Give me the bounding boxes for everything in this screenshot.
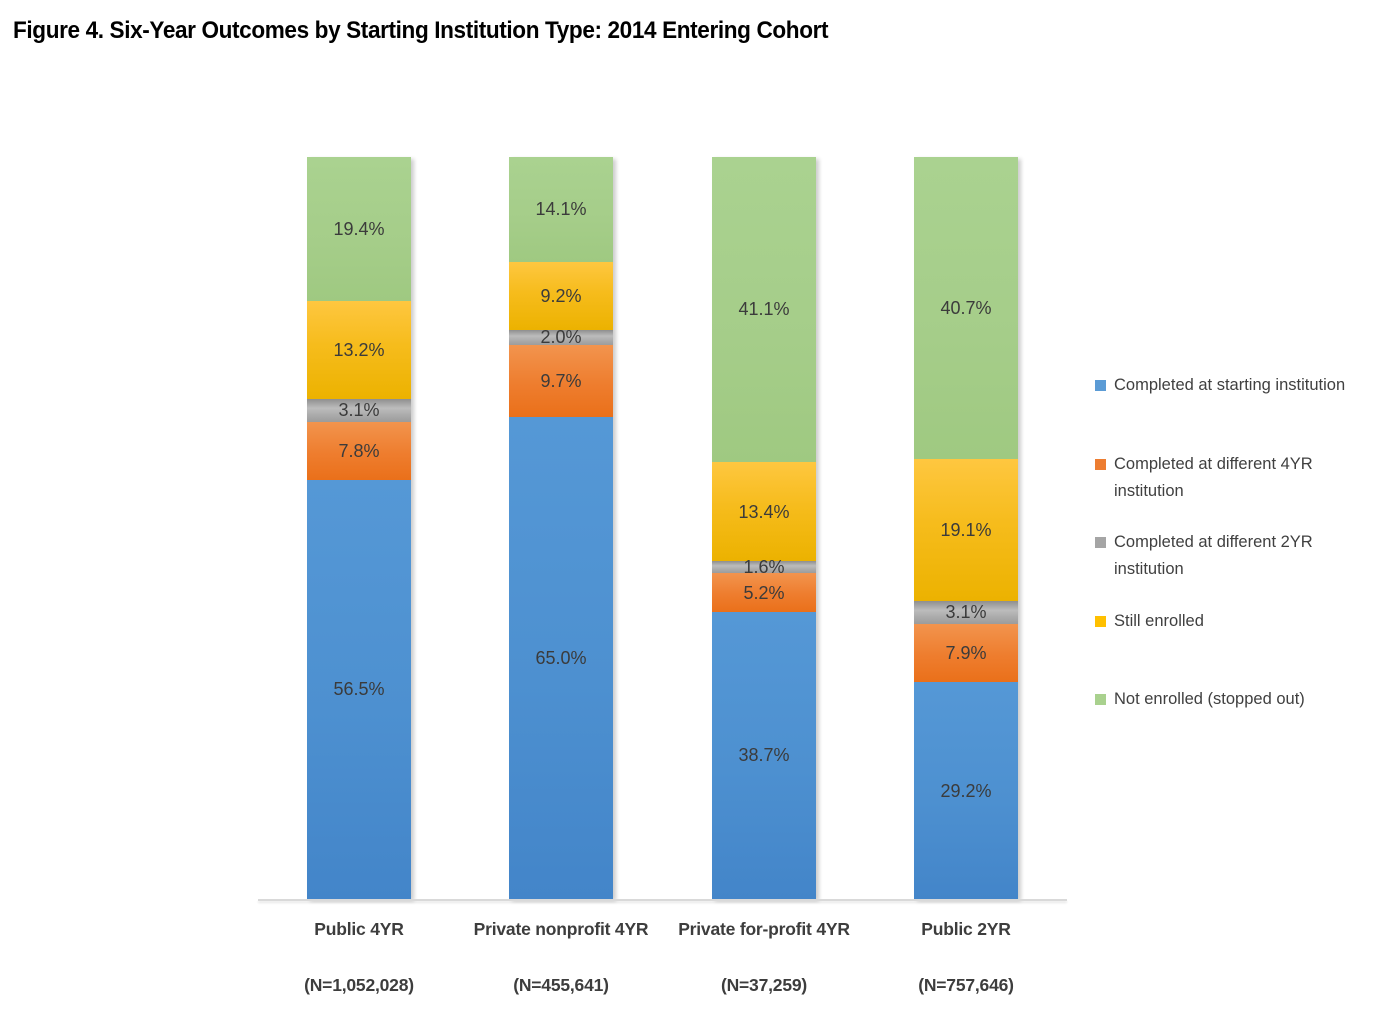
legend-item: Still enrolled	[1095, 608, 1369, 635]
legend-label: Completed at starting institution	[1114, 376, 1346, 394]
segment-value-label: 7.8%	[338, 440, 380, 461]
legend-swatch-icon	[1095, 616, 1106, 627]
segment-value-label: 5.2%	[743, 582, 785, 603]
segment-value-label: 19.4%	[333, 218, 385, 239]
legend-label: Completed at different 2YR institution	[1114, 533, 1313, 578]
bar-segment: 29.2%	[914, 682, 1018, 899]
legend-swatch-icon	[1095, 694, 1106, 705]
segment-value-label: 14.1%	[535, 199, 587, 220]
segment-value-label: 2.0%	[540, 327, 582, 348]
bar-segment: 13.2%	[307, 300, 411, 399]
stacked-bar-3: 41.1% 13.4% 1.6% 5.2% 38.7%	[712, 157, 816, 899]
category-count: (N=757,646)	[918, 975, 1014, 995]
legend-swatch-icon	[1095, 380, 1106, 391]
bar-segment: 2.0%	[509, 327, 613, 348]
segment-value-label: 13.4%	[738, 501, 790, 522]
category-label: Private for-profit 4YR (N=37,259)	[676, 916, 852, 999]
legend-item: Completed at different 2YR institution	[1095, 529, 1369, 583]
bar-segment: 1.6%	[712, 557, 816, 578]
bar-segment: 7.9%	[914, 623, 1018, 683]
legend-label: Still enrolled	[1114, 612, 1204, 630]
legend-item: Completed at different 4YR institution	[1095, 451, 1369, 505]
stacked-bar-2: 14.1% 9.2% 2.0% 9.7% 65.0%	[509, 157, 613, 899]
segment-value-label: 9.7%	[540, 370, 582, 391]
legend-item: Not enrolled (stopped out)	[1095, 686, 1369, 713]
segment-value-label: 7.9%	[945, 643, 987, 663]
category-label: Private nonprofit 4YR (N=455,641)	[473, 916, 649, 999]
legend-swatch-icon	[1095, 537, 1106, 548]
segment-value-label: 29.2%	[940, 780, 992, 801]
bar-segment: 56.5%	[307, 479, 411, 899]
legend-swatch-icon	[1095, 459, 1106, 470]
bar-segment: 9.2%	[509, 261, 613, 330]
category-name: Public 4YR	[314, 919, 404, 939]
bar-segment: 65.0%	[509, 416, 613, 899]
segment-value-label: 1.6%	[743, 557, 785, 578]
legend-label: Not enrolled (stopped out)	[1114, 690, 1305, 708]
category-label: Public 2YR (N=757,646)	[878, 916, 1054, 999]
segment-value-label: 40.7%	[940, 297, 992, 318]
bar-segment: 14.1%	[509, 157, 613, 262]
bar-segment: 13.4%	[712, 461, 816, 562]
x-axis-line	[258, 899, 1067, 901]
segment-value-label: 65.0%	[535, 647, 587, 668]
bar-segment: 3.1%	[307, 398, 411, 422]
legend-label: Completed at different 4YR institution	[1114, 455, 1313, 500]
bar-segment: 40.7%	[914, 157, 1018, 459]
segment-value-label: 3.1%	[945, 602, 987, 623]
legend: Completed at starting institution Complet…	[1095, 372, 1369, 782]
category-name: Private for-profit 4YR	[678, 919, 850, 939]
segment-value-label: 56.5%	[333, 679, 385, 700]
figure-title: Figure 4. Six-Year Outcomes by Starting …	[13, 17, 829, 44]
category-name: Private nonprofit 4YR	[473, 919, 649, 939]
segment-value-label: 38.7%	[738, 745, 790, 766]
bar-segment: 7.8%	[307, 421, 411, 480]
stacked-bar-1: 19.4% 13.2% 3.1% 7.8% 56.5%	[307, 157, 411, 899]
bar-segment: 19.1%	[914, 458, 1018, 601]
segment-value-label: 9.2%	[540, 285, 582, 306]
category-name: Public 2YR	[921, 919, 1011, 939]
category-count: (N=37,259)	[720, 975, 808, 995]
category-count: (N=1,052,028)	[304, 975, 414, 995]
category-count: (N=455,641)	[513, 975, 609, 995]
category-label: Public 4YR (N=1,052,028)	[271, 916, 447, 999]
bar-segment: 9.7%	[509, 344, 613, 417]
bar-segment: 41.1%	[712, 157, 816, 462]
segment-value-label: 3.1%	[338, 400, 380, 421]
segment-value-label: 41.1%	[738, 299, 790, 320]
stacked-bar-4: 40.7% 19.1% 3.1% 7.9% 29.2%	[914, 157, 1018, 899]
legend-item: Completed at starting institution	[1095, 372, 1369, 399]
segment-value-label: 19.1%	[940, 519, 992, 540]
bar-segment: 19.4%	[307, 157, 411, 301]
segment-value-label: 13.2%	[333, 339, 385, 360]
bar-segment: 3.1%	[914, 600, 1018, 624]
bar-segment: 5.2%	[712, 573, 816, 612]
bar-segment: 38.7%	[712, 611, 816, 899]
